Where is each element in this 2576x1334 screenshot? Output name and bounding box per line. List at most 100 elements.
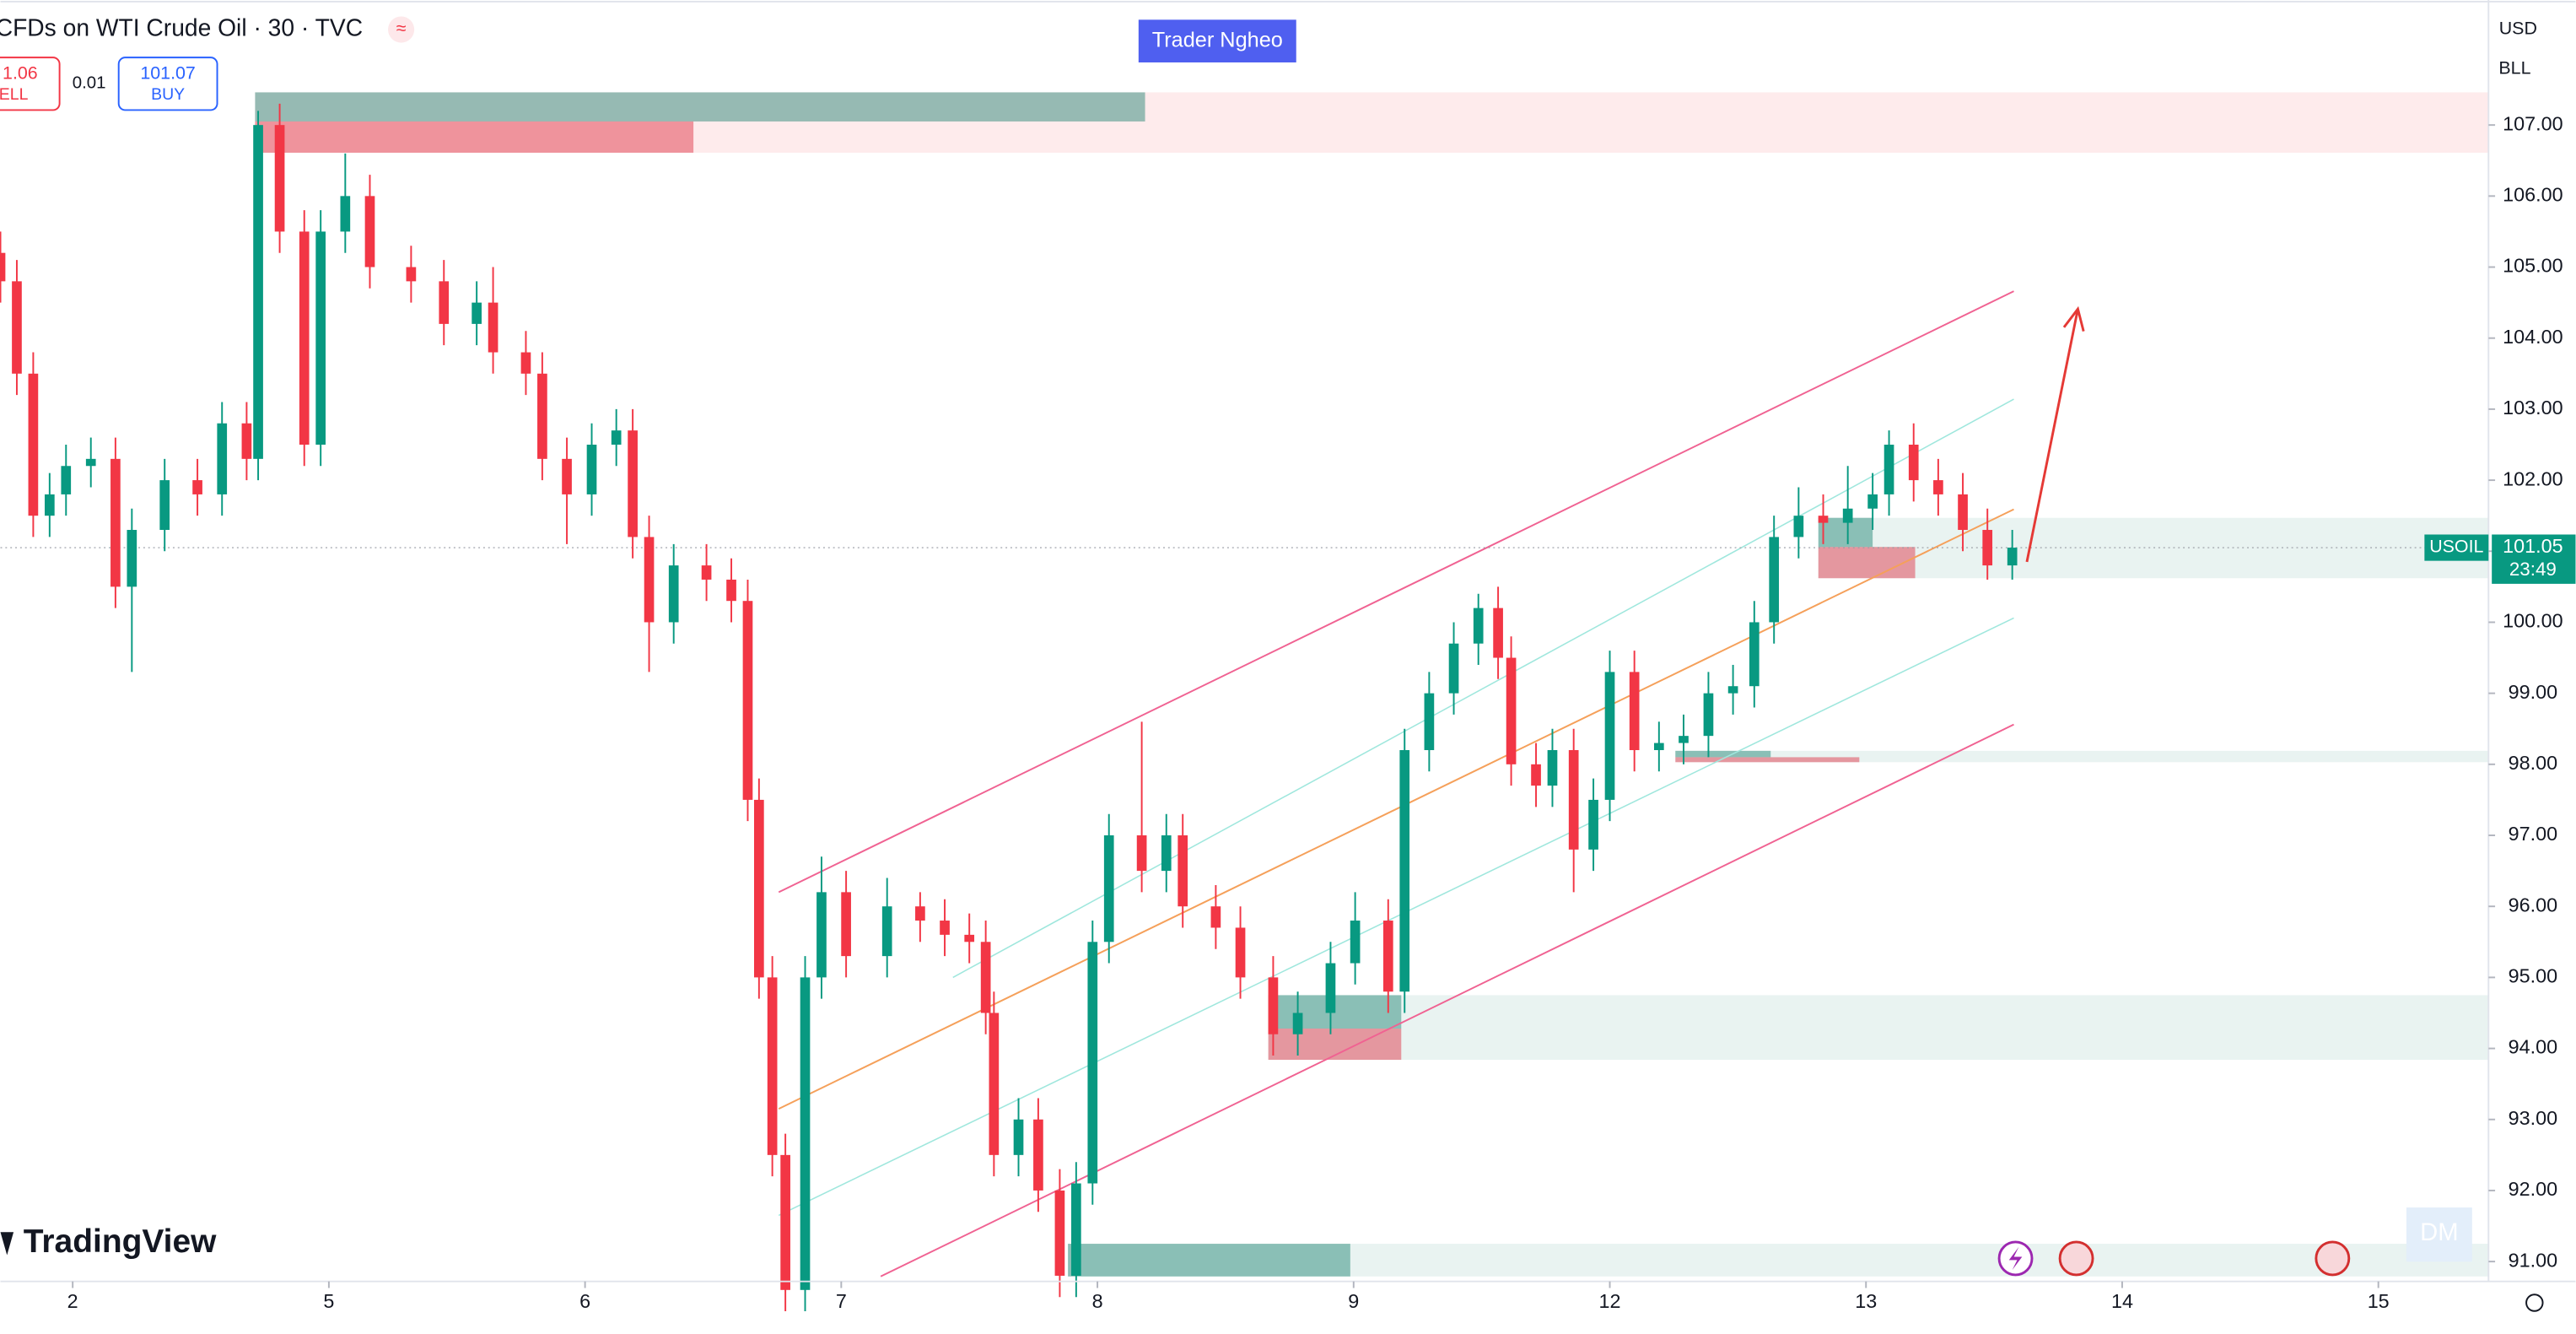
x-tick-label: 9 — [1348, 1290, 1359, 1312]
candle-body — [439, 281, 450, 324]
candle-body — [1103, 835, 1114, 942]
symbol-box — [2424, 534, 2489, 561]
candle-body — [1547, 749, 1558, 786]
candle-body — [1235, 927, 1246, 978]
candle-body — [1448, 643, 1459, 694]
candle-body — [1161, 835, 1172, 872]
candle-body — [1506, 657, 1517, 764]
y-tick-label: 102.00 — [2503, 467, 2563, 489]
indicator-icon: ≈ — [396, 19, 407, 39]
candle-body — [1883, 444, 1894, 494]
candle-body — [44, 494, 55, 516]
chart-title: CFDs on WTI Crude Oil · 30 · TVC — [0, 14, 363, 41]
trend-line — [880, 723, 2014, 1277]
buy-button[interactable] — [117, 57, 218, 111]
candle-body — [241, 423, 252, 459]
trend-line — [952, 398, 2014, 979]
watermark: DM — [2420, 1219, 2458, 1246]
economic-event[interactable] — [2315, 1240, 2351, 1277]
logo: TradingView — [24, 1223, 217, 1260]
candle-body — [340, 196, 351, 232]
currency[interactable]: USD — [2499, 19, 2537, 39]
price-zone — [255, 92, 1145, 122]
event-bolt — [2008, 1246, 2023, 1271]
candle-body — [472, 302, 482, 324]
sell-price: 1.06 — [3, 62, 38, 83]
y-tick-label: 107.00 — [2503, 112, 2563, 134]
y-tick-label: 105.00 — [2503, 255, 2563, 277]
candle-body — [915, 906, 925, 921]
y-tick-label: 93.00 — [2509, 1107, 2557, 1129]
y-tick-label: 98.00 — [2509, 752, 2557, 774]
candle-body — [1350, 921, 1361, 964]
x-tick-label: 6 — [579, 1290, 590, 1312]
candle-body — [881, 906, 892, 957]
buy-label: BUY — [151, 85, 185, 104]
candle-body — [0, 252, 6, 282]
x-tick-label: 15 — [2368, 1290, 2390, 1312]
candle-body — [668, 565, 679, 623]
candle-body — [1424, 693, 1435, 750]
candle-body — [253, 125, 263, 459]
plot-area — [0, 92, 2489, 1312]
watermark-box — [2406, 1207, 2472, 1262]
candle-body — [611, 430, 622, 445]
candle-body — [299, 231, 310, 445]
y-tick-label: 106.00 — [2503, 184, 2563, 206]
candle-body — [1087, 942, 1098, 1184]
candle-body — [1842, 508, 1853, 523]
price-zone — [255, 121, 694, 153]
candle-body — [816, 892, 827, 978]
candle-body — [85, 458, 96, 467]
candle-body — [1178, 835, 1188, 907]
x-tick-label: 2 — [67, 1290, 78, 1312]
trend-line — [778, 617, 2014, 1217]
countdown: 23:49 — [2509, 559, 2557, 580]
candle-body — [726, 579, 736, 602]
candle-body — [364, 196, 375, 267]
candle-body — [1629, 672, 1640, 750]
y-tick-label: 92.00 — [2509, 1178, 2557, 1200]
candle-body — [989, 1013, 1000, 1155]
candle-body — [940, 921, 950, 935]
x-tick-label: 13 — [1855, 1290, 1877, 1312]
candle-body — [701, 565, 712, 580]
candle-body — [488, 302, 498, 353]
y-tick-label: 97.00 — [2509, 823, 2557, 845]
y-tick-label: 103.00 — [2503, 397, 2563, 419]
candle-body — [1033, 1119, 1043, 1191]
candle-body — [127, 530, 137, 587]
price-box — [2492, 534, 2576, 584]
candle-body — [1268, 977, 1279, 1034]
settings-icon[interactable] — [2525, 1293, 2544, 1312]
candle-body — [780, 1154, 790, 1290]
economic-event[interactable] — [2058, 1240, 2094, 1277]
candle-body — [1292, 1013, 1303, 1034]
candle-body — [1531, 764, 1541, 786]
y-tick-label: 100.00 — [2503, 610, 2563, 632]
candle-body — [274, 125, 285, 232]
candle-body — [12, 281, 22, 374]
candle-body — [767, 977, 778, 1155]
candle-body — [980, 942, 991, 1013]
candle-body — [628, 430, 638, 537]
indicator-badge[interactable] — [388, 16, 415, 43]
candle-body — [1908, 444, 1919, 481]
candle-body — [1604, 672, 1615, 800]
candle-body — [1493, 608, 1503, 658]
symbol-label: USOIL — [2429, 537, 2483, 557]
candle-body — [159, 480, 170, 531]
spread: 0.01 — [73, 73, 106, 93]
candle-body — [841, 892, 851, 957]
unit[interactable]: BLL — [2498, 57, 2530, 78]
candle-body — [2007, 548, 2018, 566]
candle-body — [644, 537, 655, 623]
sell-button[interactable] — [0, 57, 61, 111]
candle-body — [1473, 608, 1484, 644]
candle-body — [61, 466, 72, 494]
candle-body — [192, 480, 202, 494]
x-tick-label: 12 — [1599, 1290, 1621, 1312]
